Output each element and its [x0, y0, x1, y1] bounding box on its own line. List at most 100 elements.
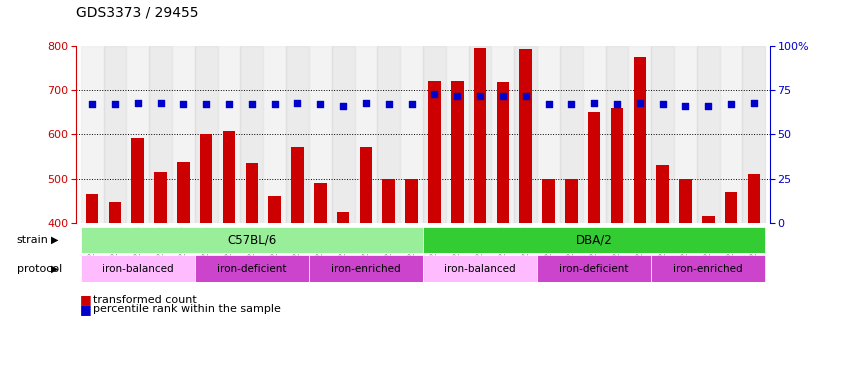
Bar	[360, 147, 372, 384]
Bar	[428, 81, 441, 384]
Bar	[423, 46, 446, 223]
Point	[314, 101, 327, 108]
Bar	[743, 46, 766, 223]
Bar	[309, 46, 332, 223]
Bar	[154, 172, 167, 384]
Bar	[400, 46, 423, 223]
Point	[85, 101, 99, 108]
Point	[496, 93, 509, 99]
Bar	[560, 46, 583, 223]
Bar	[377, 46, 400, 223]
Bar	[80, 46, 103, 223]
Point	[701, 103, 715, 109]
Point	[154, 99, 168, 106]
Bar	[537, 255, 651, 282]
Text: iron-enriched: iron-enriched	[331, 264, 401, 274]
Bar	[497, 82, 509, 384]
Point	[678, 103, 692, 109]
Bar	[195, 255, 309, 282]
Bar	[474, 48, 486, 384]
Bar	[222, 131, 235, 384]
Bar	[337, 212, 349, 384]
Text: iron-balanced: iron-balanced	[102, 264, 173, 274]
Bar	[80, 227, 423, 253]
Point	[245, 101, 259, 108]
Bar	[85, 194, 98, 384]
Bar	[651, 255, 766, 282]
Bar	[200, 134, 212, 384]
Bar	[423, 255, 537, 282]
Text: ■: ■	[80, 293, 92, 306]
Bar	[451, 81, 464, 384]
Text: ▶: ▶	[52, 235, 58, 245]
Text: ■: ■	[80, 303, 92, 316]
Point	[222, 101, 236, 108]
Bar	[382, 179, 395, 384]
Text: iron-balanced: iron-balanced	[444, 264, 516, 274]
Point	[427, 91, 441, 97]
Bar	[606, 46, 629, 223]
Bar	[131, 138, 144, 384]
Bar	[674, 46, 697, 223]
Point	[450, 93, 464, 99]
Text: strain: strain	[17, 235, 49, 245]
Bar	[634, 57, 646, 384]
Bar	[629, 46, 651, 223]
Bar	[583, 46, 606, 223]
Point	[541, 101, 555, 108]
Point	[519, 93, 532, 99]
Point	[131, 99, 145, 106]
Bar	[309, 255, 423, 282]
Bar	[702, 216, 715, 384]
Point	[747, 99, 761, 106]
Text: iron-enriched: iron-enriched	[673, 264, 743, 274]
Bar	[354, 46, 377, 223]
Bar	[245, 163, 258, 384]
Bar	[332, 46, 354, 223]
Point	[200, 101, 213, 108]
Point	[177, 101, 190, 108]
Bar	[268, 196, 281, 384]
Bar	[195, 46, 217, 223]
Point	[382, 101, 396, 108]
Bar	[286, 46, 309, 223]
Point	[656, 101, 669, 108]
Point	[610, 101, 624, 108]
Bar	[697, 46, 720, 223]
Text: DBA/2: DBA/2	[576, 233, 613, 247]
Bar	[492, 46, 514, 223]
Text: iron-deficient: iron-deficient	[217, 264, 287, 274]
Bar	[217, 46, 240, 223]
Bar	[519, 49, 532, 384]
Bar	[80, 255, 195, 282]
Bar	[588, 112, 601, 384]
Bar	[748, 174, 761, 384]
Bar	[126, 46, 149, 223]
Point	[360, 99, 373, 106]
Bar	[537, 46, 560, 223]
Bar	[720, 46, 743, 223]
Bar	[651, 46, 674, 223]
Bar	[656, 165, 669, 384]
Text: C57BL/6: C57BL/6	[228, 233, 277, 247]
Text: protocol: protocol	[17, 264, 62, 274]
Point	[473, 93, 486, 99]
Bar	[405, 179, 418, 384]
Point	[108, 101, 122, 108]
Bar	[725, 192, 738, 384]
Bar	[611, 108, 624, 384]
Text: percentile rank within the sample: percentile rank within the sample	[93, 304, 281, 314]
Bar	[149, 46, 172, 223]
Text: ▶: ▶	[52, 264, 58, 274]
Bar	[542, 179, 555, 384]
Bar	[423, 227, 766, 253]
Bar	[240, 46, 263, 223]
Text: iron-deficient: iron-deficient	[559, 264, 629, 274]
Bar	[172, 46, 195, 223]
Bar	[291, 147, 304, 384]
Point	[291, 99, 305, 106]
Text: GDS3373 / 29455: GDS3373 / 29455	[76, 5, 199, 19]
Bar	[314, 183, 327, 384]
Point	[268, 101, 282, 108]
Bar	[514, 46, 537, 223]
